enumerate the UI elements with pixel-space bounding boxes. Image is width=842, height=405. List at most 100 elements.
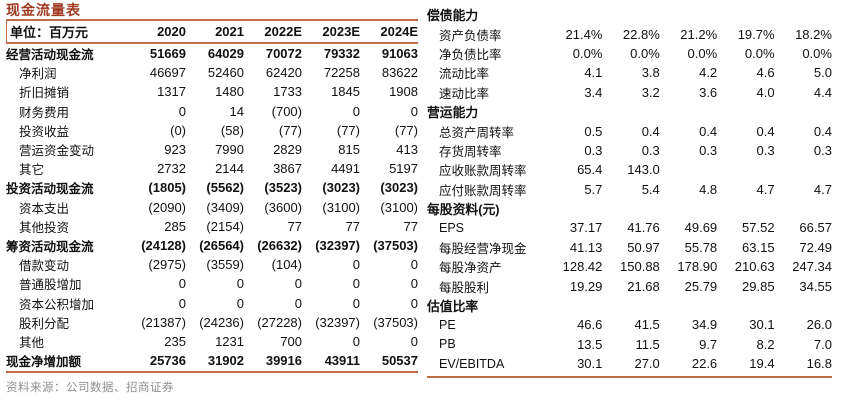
cell-value: 66.57 bbox=[799, 220, 832, 236]
table-row: 流动比率 4.1 3.8 4.2 4.6 5.0 bbox=[427, 63, 832, 82]
cell-value: 3.2 bbox=[641, 84, 660, 100]
cell-value: 11.5 bbox=[635, 336, 660, 352]
cell-value: (104) bbox=[271, 257, 302, 273]
row-label: 投资收益 bbox=[19, 124, 70, 139]
page-title: 现金流量表 bbox=[6, 2, 81, 18]
cell-value: 4.6 bbox=[756, 65, 775, 81]
cell-value: 2732 bbox=[157, 161, 186, 177]
cell-value: (2975) bbox=[148, 257, 186, 273]
table-row: EPS 37.17 41.76 49.69 57.52 66.57 bbox=[427, 218, 832, 237]
cell-value: 27.0 bbox=[634, 356, 660, 372]
cell-value: 5.0 bbox=[813, 65, 832, 81]
cell-value: 0.5 bbox=[584, 123, 603, 139]
table-row: 存货周转率 0.3 0.3 0.3 0.3 0.3 bbox=[427, 141, 832, 160]
cell-value: (3600) bbox=[264, 199, 302, 215]
table-row: 现金净增加额 25736 31902 39916 43911 50537 bbox=[6, 351, 418, 370]
cell-value: 0.0% bbox=[687, 45, 718, 61]
cell-value: 21.68 bbox=[627, 278, 660, 294]
cell-value: 0 bbox=[236, 276, 244, 292]
table-row: 速动比率 3.4 3.2 3.6 4.0 4.4 bbox=[427, 83, 832, 102]
cell-value: 0.4 bbox=[813, 123, 832, 139]
row-label: 资产负债率 bbox=[439, 28, 502, 43]
cell-value: 51669 bbox=[149, 46, 186, 62]
table-row: 投资活动现金流 (1805) (5562) (3523) (3023) (3023) bbox=[6, 178, 418, 197]
cell-value: 0.4 bbox=[699, 123, 718, 139]
cell-value: 1845 bbox=[331, 84, 360, 100]
cell-value: 0 bbox=[410, 333, 418, 349]
section-header: 偿债能力 bbox=[427, 8, 479, 24]
cell-value: 0 bbox=[352, 295, 360, 311]
table-row: 借款变动 (2975) (3559) (104) 0 0 bbox=[6, 255, 418, 274]
cell-value: (700) bbox=[271, 103, 302, 119]
section-row: 偿债能力 bbox=[427, 5, 832, 24]
cashflow-rows: 经营活动现金流 51669 64029 70072 79332 91063 净利润 46697… bbox=[6, 44, 418, 370]
cell-value: (3409) bbox=[206, 199, 244, 215]
cell-value: 41.76 bbox=[627, 220, 660, 236]
table-header-row: 单位：百万元 2020 2021 2022E 2023E 2024E bbox=[6, 19, 418, 44]
table-row: 总资产周转率 0.5 0.4 0.4 0.4 0.4 bbox=[427, 121, 832, 140]
cell-value: 34.9 bbox=[691, 317, 718, 333]
row-label: 总资产周转率 bbox=[439, 125, 515, 140]
row-label: 净负债比率 bbox=[439, 47, 502, 62]
cell-value: (26632) bbox=[257, 237, 302, 253]
cell-value: 3867 bbox=[273, 161, 302, 177]
row-label: 筹资活动现金流 bbox=[6, 239, 94, 254]
section-header: 估值比率 bbox=[427, 299, 479, 315]
cell-value: 50537 bbox=[381, 353, 418, 369]
cell-value: 62420 bbox=[265, 65, 302, 81]
cell-value: (3023) bbox=[322, 180, 360, 196]
cell-value: 19.4 bbox=[749, 356, 775, 372]
row-label: 普通股增加 bbox=[19, 278, 82, 293]
cell-value: 413 bbox=[396, 142, 418, 158]
cell-value: 3.4 bbox=[584, 84, 603, 100]
cell-value: 0.3 bbox=[813, 142, 832, 158]
table-row: 资产负债率 21.4% 22.8% 21.2% 19.7% 18.2% bbox=[427, 24, 832, 43]
cell-value: 4.7 bbox=[756, 181, 775, 197]
cell-value: 49.69 bbox=[684, 220, 718, 236]
cell-value: (2090) bbox=[148, 199, 186, 215]
cell-value: 72.49 bbox=[799, 239, 832, 255]
unit-label: 单位：百万元 bbox=[10, 25, 89, 40]
cell-value: 16.8 bbox=[806, 356, 832, 372]
cell-value: 4491 bbox=[331, 161, 360, 177]
table-row: 每股经营净现金 41.13 50.97 55.78 63.15 72.49 bbox=[427, 238, 832, 257]
ratios-panel: 偿债能力 资产负债率 21.4% 22.8% 21.2% 19.7% 18.2% 净负债比率 0… bbox=[421, 0, 842, 405]
row-label: 速动比率 bbox=[439, 86, 490, 101]
row-label: 应付账款周转率 bbox=[439, 183, 527, 198]
cell-value: 210.63 bbox=[734, 259, 775, 275]
table-row: 资本支出 (2090) (3409) (3600) (3100) (3100) bbox=[6, 198, 418, 217]
cell-value: 5197 bbox=[389, 161, 418, 177]
cell-value: 72258 bbox=[323, 65, 360, 81]
cell-value: 0 bbox=[294, 276, 302, 292]
cell-value: (3100) bbox=[322, 199, 360, 215]
cell-value: (5562) bbox=[206, 180, 244, 196]
table-row: 资本公积增加 0 0 0 0 0 bbox=[6, 293, 418, 312]
cell-value: 55.78 bbox=[684, 239, 718, 255]
year-column-header: 2024E bbox=[380, 24, 418, 39]
cell-value: 31902 bbox=[207, 353, 244, 369]
cashflow-panel: 现金流量表 单位：百万元 2020 2021 2022E 2023E 2024E 经营活… bbox=[6, 2, 418, 394]
row-label: 流动比率 bbox=[439, 67, 490, 82]
cell-value: 46697 bbox=[149, 65, 186, 81]
cell-value: (32397) bbox=[315, 314, 360, 330]
cell-value: 3.6 bbox=[699, 84, 718, 100]
table-row: 每股净资产 128.42 150.88 178.90 210.63 247.34 bbox=[427, 257, 832, 276]
section-row: 营运能力 bbox=[427, 102, 832, 121]
cell-value: 0 bbox=[236, 295, 244, 311]
cell-value: 22.6 bbox=[691, 356, 718, 372]
cell-value: 25.79 bbox=[684, 278, 718, 294]
year-column-header: 2021 bbox=[215, 24, 244, 39]
cell-value: (27228) bbox=[257, 314, 302, 330]
cell-value: 285 bbox=[164, 218, 186, 234]
cell-value: 1231 bbox=[215, 333, 244, 349]
cell-value: 91063 bbox=[381, 46, 418, 62]
cell-value: 0 bbox=[352, 257, 360, 273]
cell-value: 0 bbox=[178, 295, 186, 311]
cell-value: 57.52 bbox=[742, 220, 775, 236]
cell-value: 5.7 bbox=[584, 181, 603, 197]
cell-value: 1317 bbox=[157, 84, 186, 100]
cell-value: 150.88 bbox=[620, 259, 660, 275]
row-label: 资本支出 bbox=[19, 201, 70, 216]
cell-value: 46.6 bbox=[577, 317, 603, 333]
